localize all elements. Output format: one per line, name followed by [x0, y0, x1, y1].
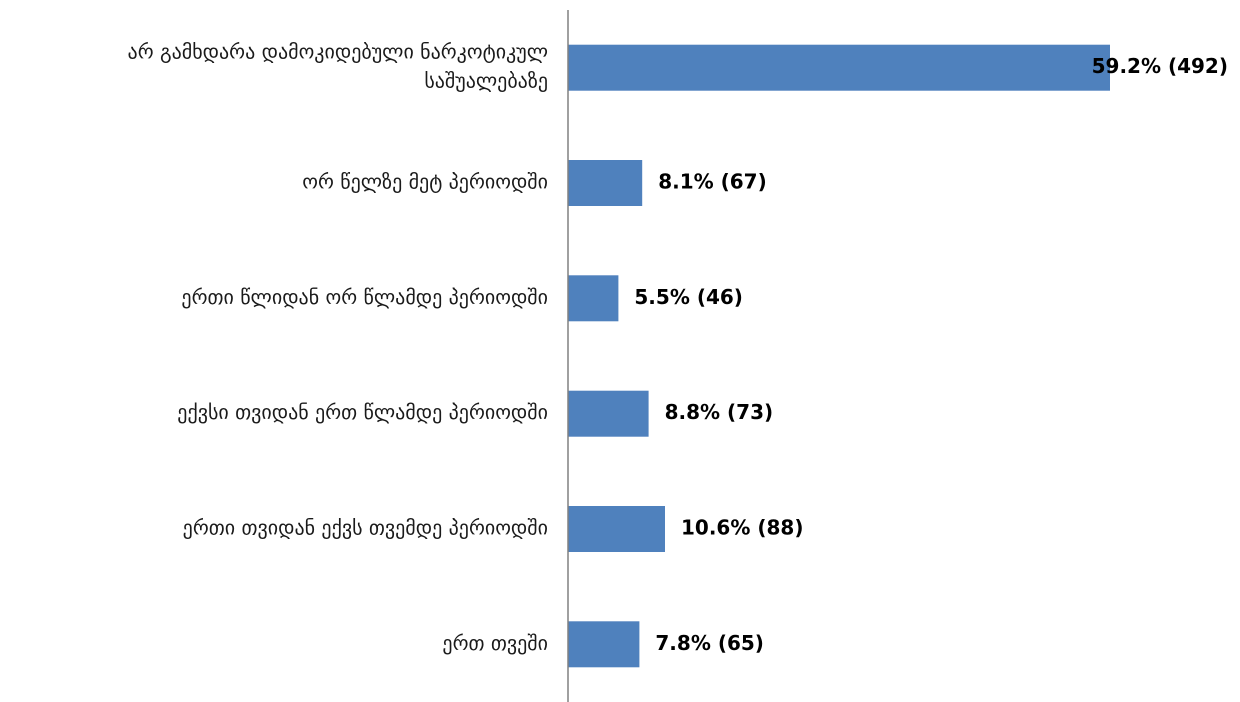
- bar: [568, 275, 619, 322]
- data-label: 10.6% (88): [681, 516, 803, 540]
- bar: [568, 621, 640, 668]
- bar: [568, 506, 665, 552]
- data-label: 59.2% (492): [1092, 54, 1228, 78]
- category-label: ერთ თვეში: [442, 631, 548, 655]
- data-label: 8.8% (73): [665, 400, 774, 424]
- category-labels: არ გამხდარა დამოკიდებული ნარკოტიკულ საშუა…: [128, 40, 548, 655]
- data-label: 7.8% (65): [655, 631, 764, 655]
- bar: [568, 44, 1110, 91]
- category-label: არ გამხდარა დამოკიდებული ნარკოტიკულ საშუა…: [128, 40, 548, 93]
- data-labels: 59.2% (492) 8.1% (67) 5.5% (46) 8.8% (73) 10…: [634, 54, 1228, 655]
- data-label: 8.1% (67): [658, 170, 767, 194]
- bar: [568, 390, 649, 437]
- bars-layer: [568, 44, 1110, 668]
- bar: [568, 160, 643, 206]
- data-label: 5.5% (46): [634, 285, 743, 309]
- category-label: ორ წელზე მეტ პერიოდში: [302, 170, 548, 194]
- category-label: ერთი წლიდან ორ წლამდე პერიოდში: [181, 285, 548, 309]
- category-label: ექვსი თვიდან ერთ წლამდე პერიოდში: [177, 400, 548, 424]
- category-label: ერთი თვიდან ექვს თვემდე პერიოდში: [183, 516, 548, 540]
